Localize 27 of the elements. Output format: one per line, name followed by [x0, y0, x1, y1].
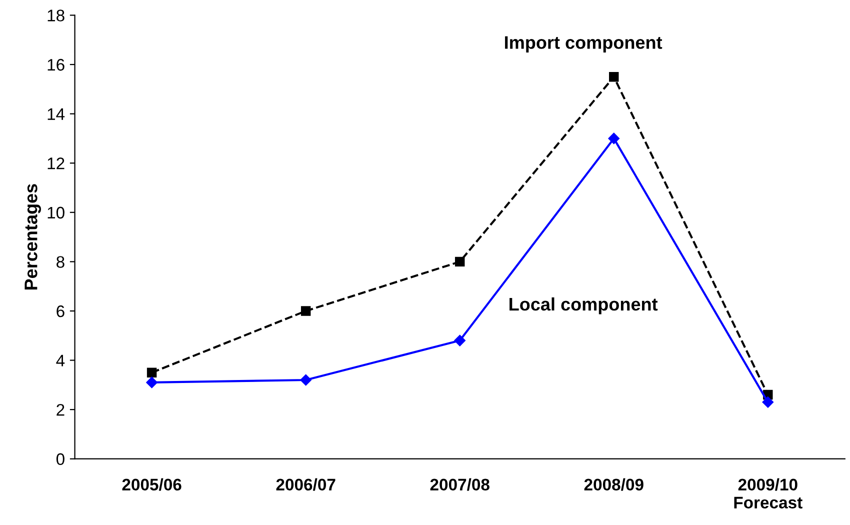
y-tick-label: 0 — [56, 453, 64, 466]
point — [300, 374, 312, 386]
point — [146, 368, 157, 378]
y-axis-title: Percentages — [24, 184, 41, 290]
x-tick-label: 2006/07 — [276, 478, 336, 491]
point — [454, 334, 466, 346]
x-tick-label: 2008/09 — [584, 478, 644, 491]
y-tick-label: 8 — [56, 256, 64, 268]
point — [608, 132, 620, 144]
point — [609, 72, 619, 82]
x-tick-label: 2005/06 — [122, 478, 182, 491]
y-tick-label: 10 — [48, 206, 64, 219]
series-label: Local component — [510, 297, 658, 314]
y-tick-label: 16 — [48, 58, 64, 71]
x-tick-label: 2009/10 Forecast — [734, 478, 802, 508]
y-tick-label: 12 — [48, 158, 64, 170]
point — [300, 306, 311, 316]
y-tick-label: 2 — [56, 404, 64, 416]
x-tick-label: 2007/08 — [430, 478, 490, 491]
point — [454, 256, 465, 267]
text: Import component — [505, 36, 662, 52]
y-tick-label: 4 — [56, 354, 65, 366]
point — [762, 396, 774, 408]
point — [146, 376, 158, 388]
y-tick-label: 18 — [48, 10, 64, 22]
y-tick-label: 6 — [56, 305, 64, 318]
y-tick-label: 14 — [48, 108, 65, 120]
